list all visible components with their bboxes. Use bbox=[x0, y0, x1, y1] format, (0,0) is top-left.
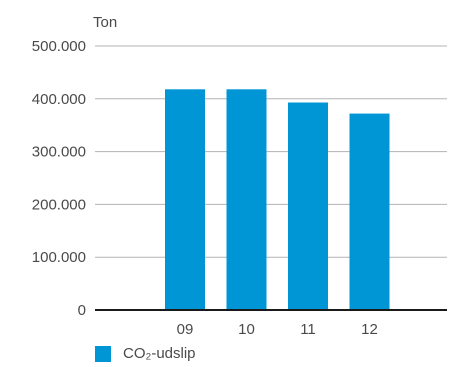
y-tick-label: 400.000 bbox=[32, 91, 86, 108]
x-tick-label: 09 bbox=[177, 321, 194, 338]
legend-label: CO₂-udslip bbox=[123, 345, 196, 362]
y-axis-ticks: 500.000 400.000 300.000 200.000 100.000 0 bbox=[32, 38, 86, 319]
y-tick-label: 200.000 bbox=[32, 196, 86, 213]
x-tick-label: 10 bbox=[238, 321, 255, 338]
x-tick-label: 11 bbox=[300, 321, 316, 338]
y-axis-unit-label: Ton bbox=[93, 14, 117, 31]
legend-swatch bbox=[95, 345, 111, 362]
bars bbox=[165, 89, 390, 311]
bar-11 bbox=[288, 102, 328, 310]
y-tick-label: 300.000 bbox=[32, 144, 86, 161]
y-tick-label: 100.000 bbox=[32, 249, 86, 266]
grid-lines bbox=[95, 45, 447, 258]
legend: CO₂-udslip bbox=[95, 345, 196, 362]
y-tick-label: 500.000 bbox=[32, 38, 86, 55]
bar-09 bbox=[165, 89, 205, 311]
bar-10 bbox=[226, 89, 267, 311]
x-axis-ticks: 09 10 11 12 bbox=[177, 321, 378, 338]
y-tick-label: 0 bbox=[78, 302, 86, 319]
bar-12 bbox=[349, 113, 390, 310]
x-tick-label: 12 bbox=[361, 321, 378, 338]
